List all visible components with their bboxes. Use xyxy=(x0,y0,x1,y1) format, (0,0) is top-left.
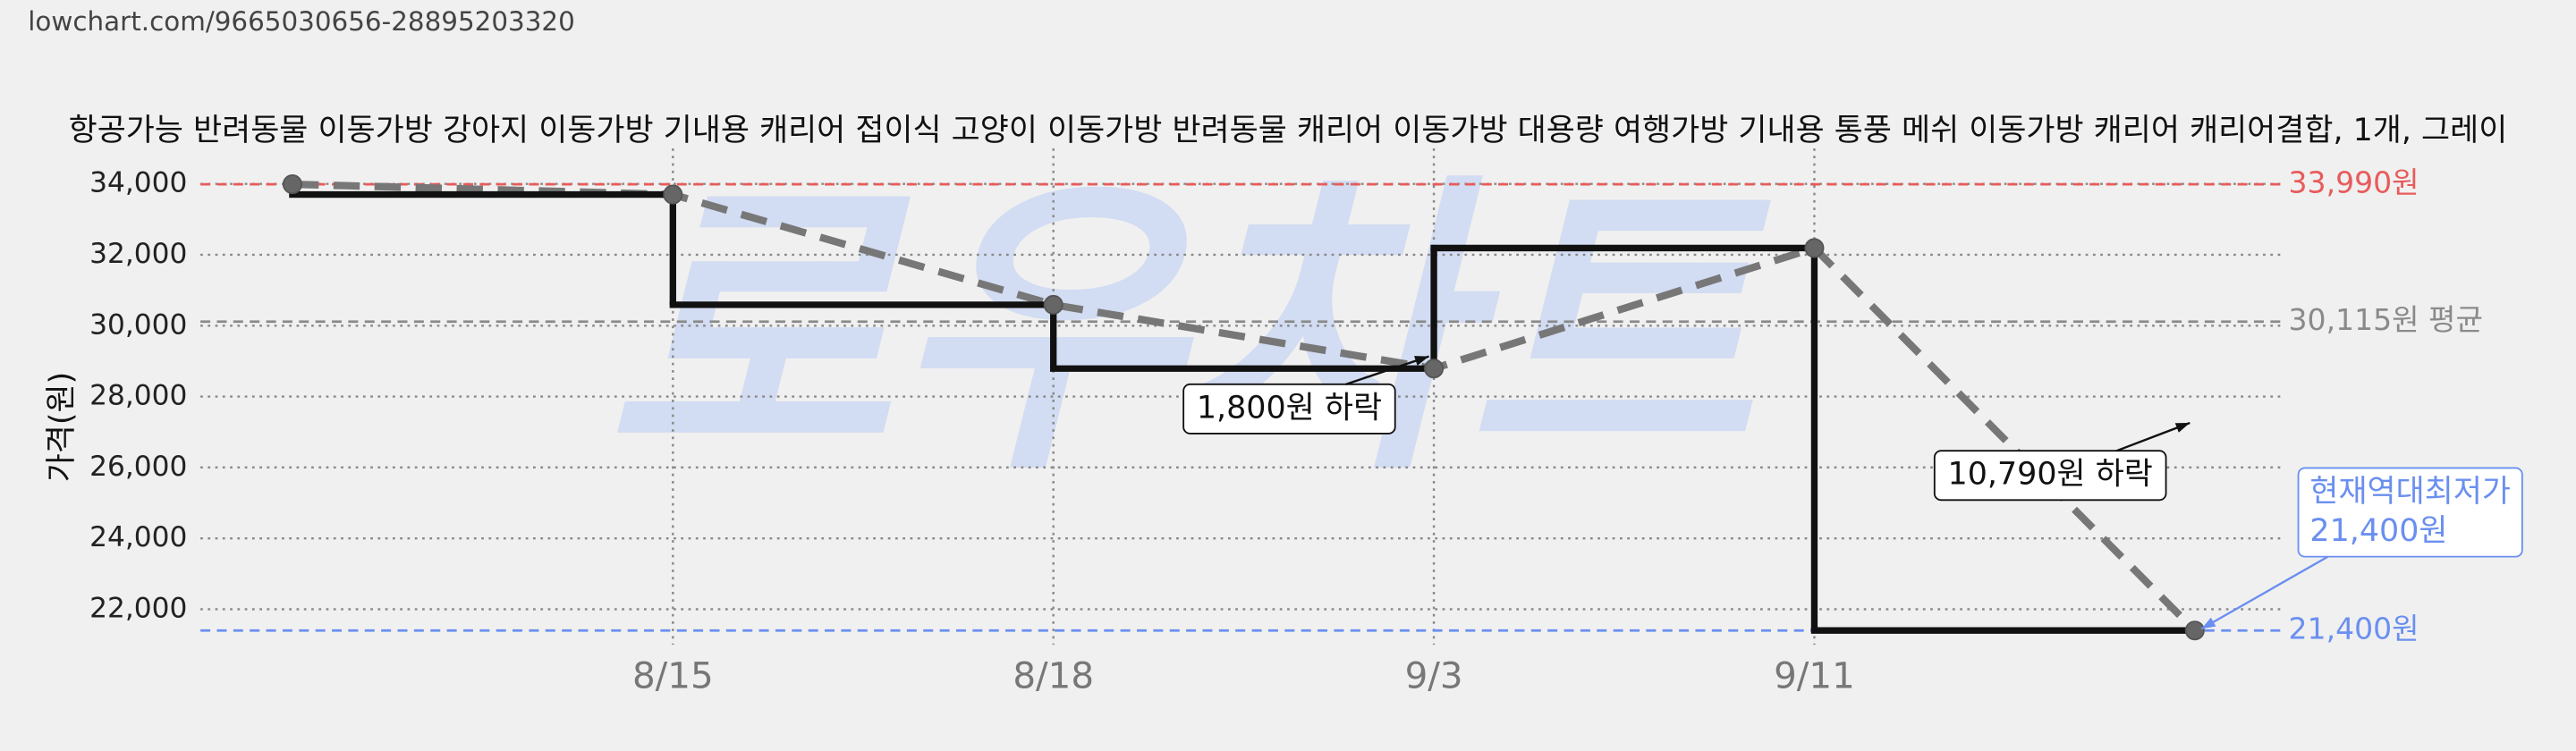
x-tick-label: 9/3 xyxy=(1405,654,1463,697)
point xyxy=(1043,294,1063,315)
x-tick-label: 8/18 xyxy=(1013,654,1094,697)
chart-title: 항공가능 반려동물 이동가방 강아지 이동가방 기내용 캐리어 접이식 고양이 … xyxy=(69,113,2508,148)
lowest-note-text: 현재역대최저가 xyxy=(2309,474,2511,510)
arrow-head xyxy=(2201,617,2216,629)
arrow-head xyxy=(2174,422,2190,433)
y-tick-label: 24,000 xyxy=(89,521,187,553)
y-tick-label: 30,000 xyxy=(89,308,187,341)
trend-line xyxy=(292,180,2198,634)
point xyxy=(282,174,302,195)
annotation-box xyxy=(1182,383,1396,435)
point xyxy=(1424,359,1445,379)
reference-label: 21,400원 xyxy=(2289,612,2419,646)
lowest-note-box xyxy=(2297,467,2523,558)
y-tick-label: 32,000 xyxy=(89,238,187,270)
annotation-arrow xyxy=(2200,555,2329,630)
lowest-note-text: 21,400원 xyxy=(2309,513,2447,549)
y-axis-label: 가격(원) xyxy=(44,372,80,482)
x-tick-label: 8/15 xyxy=(632,654,714,697)
x-tick-label: 9/11 xyxy=(1774,654,1855,697)
y-tick-label: 22,000 xyxy=(89,592,187,624)
y-tick-label: 26,000 xyxy=(89,451,187,483)
reference-label: 30,115원 평균 xyxy=(2289,302,2483,337)
y-tick-label: 34,000 xyxy=(89,167,187,199)
annotation-text: 10,790원 하락 xyxy=(1948,457,2153,493)
y-tick-label: 28,000 xyxy=(89,380,187,412)
arrow-head xyxy=(1414,356,1429,366)
point xyxy=(2184,620,2205,641)
url: lowchart.com/9665030656-28895203320 xyxy=(28,6,575,37)
point xyxy=(1804,238,1825,258)
reference-label: 33,990원 xyxy=(2289,165,2419,200)
annotation-box xyxy=(1933,450,2167,502)
point xyxy=(663,184,683,205)
annotation-arrow xyxy=(1345,355,1429,385)
annotation-text: 1,800원 하락 xyxy=(1197,390,1382,426)
